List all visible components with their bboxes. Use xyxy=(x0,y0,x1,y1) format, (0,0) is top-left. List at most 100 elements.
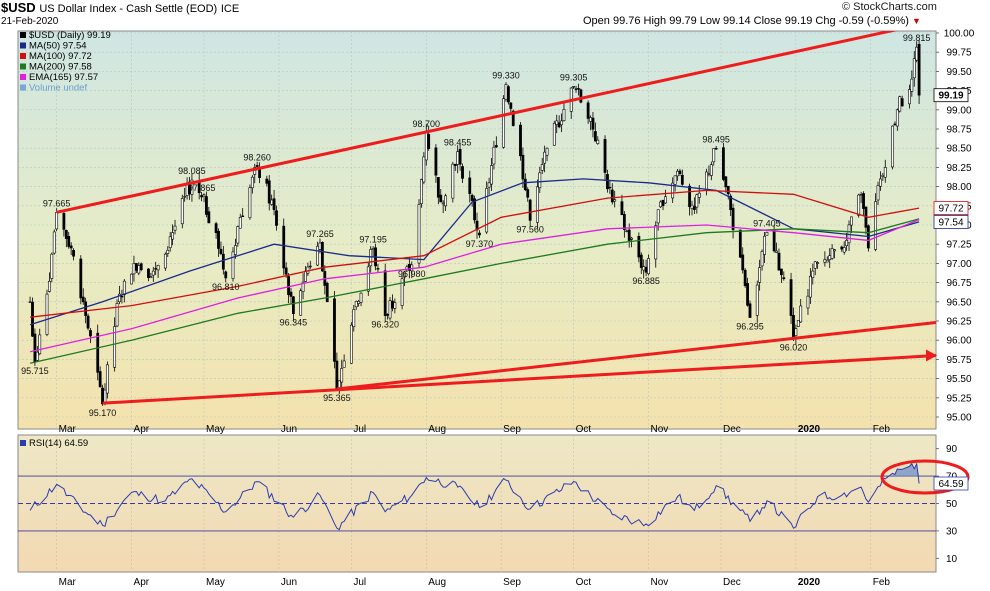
trendline xyxy=(102,354,936,405)
price-axis-label: 96.25 xyxy=(946,317,971,328)
candle-body xyxy=(156,265,160,271)
candle-body xyxy=(320,242,324,272)
down-arrow-icon: ▼ xyxy=(912,16,921,26)
legend-swatch xyxy=(20,84,26,91)
candle-body xyxy=(132,263,136,275)
candle-body xyxy=(741,254,745,271)
pivot-label: 96.320 xyxy=(371,320,399,330)
candle-body xyxy=(552,122,556,146)
pivot-label: 96.810 xyxy=(212,282,240,292)
ma-line xyxy=(29,218,920,364)
candle-body xyxy=(272,198,276,210)
candle-body xyxy=(697,192,701,198)
candle-body xyxy=(478,232,481,236)
candle-body xyxy=(101,387,104,405)
price-axis-label: 99.75 xyxy=(946,48,971,59)
candle-body xyxy=(149,276,153,279)
x-axis-month-label: Nov xyxy=(651,424,669,435)
pivot-label: 96.980 xyxy=(398,269,426,279)
pivot-label: 97.370 xyxy=(466,239,494,249)
candle-body xyxy=(115,303,119,327)
candle-body xyxy=(726,185,730,195)
x-axis-month-label: Dec xyxy=(723,577,741,588)
candle-body xyxy=(333,298,336,362)
candle-body xyxy=(241,215,245,218)
candle-body xyxy=(490,165,493,185)
candle-body xyxy=(850,216,853,226)
price-tag-text: 97.54 xyxy=(938,217,963,228)
candle-body xyxy=(705,171,708,191)
candle-body xyxy=(748,303,752,318)
candle-body xyxy=(453,163,457,167)
candle-body xyxy=(813,261,817,269)
candle-body xyxy=(64,230,68,239)
price-tag-text: 99.19 xyxy=(938,91,963,102)
candle-body xyxy=(291,296,295,315)
candle-body xyxy=(608,186,612,189)
candle-body xyxy=(441,202,445,205)
candle-body xyxy=(357,300,361,304)
candle-body xyxy=(620,201,624,216)
candle-body xyxy=(796,320,800,327)
candle-body xyxy=(724,176,728,188)
pivot-label: 95.170 xyxy=(89,408,117,418)
candle-body xyxy=(238,217,242,229)
candle-body xyxy=(31,301,34,337)
candle-body xyxy=(45,293,49,335)
candle-body xyxy=(586,102,590,119)
candle-body xyxy=(168,236,172,249)
candle-body xyxy=(729,195,733,210)
candle-body xyxy=(526,189,530,198)
candle-body xyxy=(775,250,778,253)
pivot-labels: 95.715 97.665 95.170 98.085 97.865 96.810 98.2… xyxy=(21,33,937,418)
candle-body xyxy=(823,259,827,263)
candle-body xyxy=(671,182,675,199)
candle-body xyxy=(248,187,252,219)
candle-body xyxy=(354,301,358,308)
candle-body xyxy=(610,189,614,203)
candle-body xyxy=(130,273,133,285)
candle-body xyxy=(879,178,882,187)
candle-body xyxy=(28,301,32,303)
candle-body xyxy=(799,305,803,323)
candle-body xyxy=(422,156,426,183)
rsi-legend: RSI(14) 64.59 xyxy=(20,438,88,449)
legend-label: MA(100) 97.72 xyxy=(29,51,92,62)
candle-body xyxy=(707,173,711,175)
pivot-label: 98.085 xyxy=(178,166,206,176)
candle-body xyxy=(917,43,921,96)
candle-body xyxy=(417,204,421,264)
candle-body xyxy=(859,193,863,196)
trendline-arrowhead xyxy=(926,349,937,362)
candle-body xyxy=(183,196,187,198)
x-axis-month-label: Apr xyxy=(134,424,150,435)
candle-body xyxy=(893,123,897,126)
rsi-legend-swatch xyxy=(20,440,26,446)
candle-body xyxy=(862,193,865,209)
candle-body xyxy=(366,266,370,292)
candle-body xyxy=(596,139,600,144)
pivot-label: 99.330 xyxy=(492,70,520,80)
pivot-label: 98.455 xyxy=(444,138,472,148)
candle-body xyxy=(154,268,158,270)
candle-body xyxy=(625,230,629,233)
candle-body xyxy=(622,213,626,230)
candle-body xyxy=(673,175,677,185)
instrument-name: US Dollar Index - Cash Settle (EOD) xyxy=(39,3,218,15)
ma-line xyxy=(29,218,920,353)
candle-body xyxy=(881,174,885,177)
pivot-label: 96.295 xyxy=(736,322,764,332)
candle-body xyxy=(35,351,39,361)
chart-symbol: $USD US Dollar Index - Cash Settle (EOD)… xyxy=(1,0,239,15)
candle-body xyxy=(275,210,278,226)
candle-body xyxy=(224,271,228,279)
rsi-axis-label: 10 xyxy=(946,554,958,565)
exchange: ICE xyxy=(220,3,240,15)
candle-body xyxy=(72,249,75,257)
candle-body xyxy=(166,249,170,254)
candle-body xyxy=(840,246,844,250)
candle-body xyxy=(828,255,832,260)
candle-body xyxy=(137,265,141,274)
candle-body xyxy=(833,249,836,252)
